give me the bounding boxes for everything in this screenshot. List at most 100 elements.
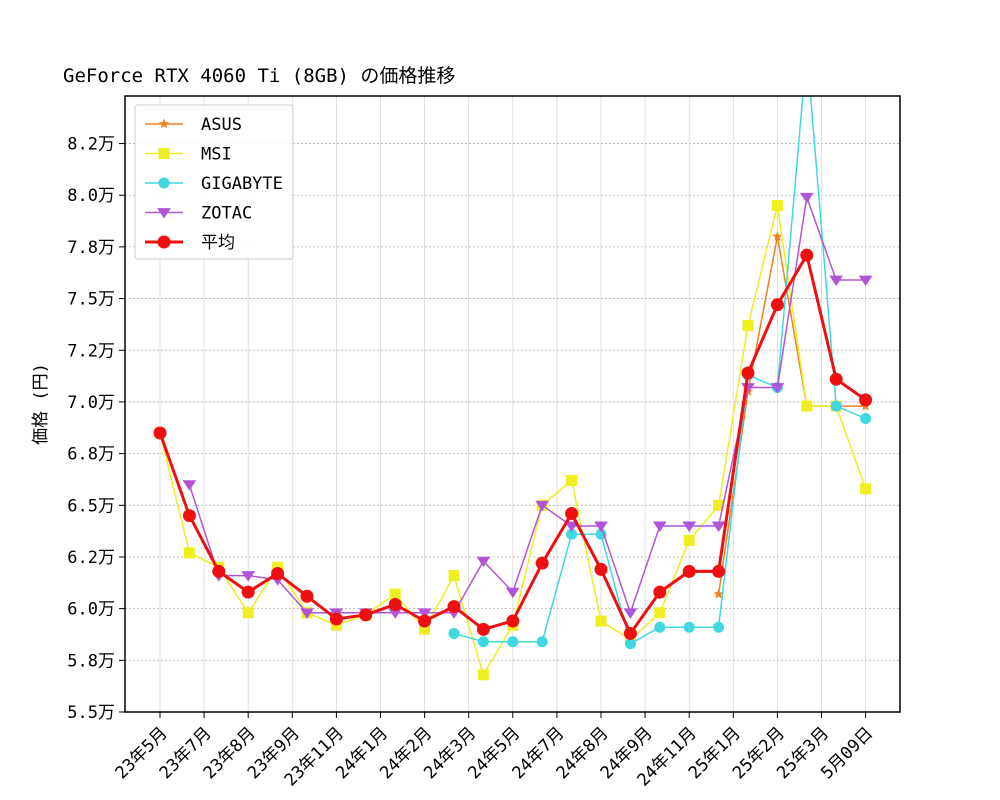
data-point <box>182 509 196 523</box>
y-tick-label: 8.0万 <box>67 186 115 206</box>
data-point <box>566 474 578 486</box>
data-point <box>595 615 607 627</box>
data-point <box>682 564 696 578</box>
data-point <box>623 608 638 619</box>
data-point <box>682 521 697 533</box>
data-point <box>418 614 432 628</box>
data-point <box>476 556 491 568</box>
y-tick-label: 5.8万 <box>67 651 115 671</box>
data-point <box>212 564 226 578</box>
data-point <box>859 393 873 407</box>
series-line <box>188 196 866 614</box>
data-point <box>388 608 403 619</box>
data-point <box>476 622 490 636</box>
data-point <box>417 608 432 619</box>
data-point <box>829 372 843 386</box>
y-tick-label: 7.8万 <box>67 238 115 258</box>
data-point <box>389 588 401 600</box>
data-point <box>712 564 726 578</box>
legend: ASUS MSI GIGABYTE ZOTAC 平均 <box>134 104 294 260</box>
y-tick-label: 6.5万 <box>67 496 115 516</box>
data-point <box>477 669 489 681</box>
legend-label: GIGABYTE <box>201 174 283 194</box>
y-tick-label: 7.5万 <box>67 290 115 310</box>
data-point <box>683 534 695 546</box>
data-point <box>624 638 636 650</box>
series-GIGABYTE <box>448 45 872 650</box>
data-point <box>858 275 873 287</box>
data-point <box>771 200 783 212</box>
legend-marker <box>157 208 171 219</box>
data-point <box>711 521 726 533</box>
legend-marker <box>158 148 170 159</box>
data-point <box>242 607 254 619</box>
data-point <box>830 400 842 412</box>
data-point <box>419 623 431 635</box>
y-axis-ticks: 5.5万 5.8万 6.0万 6.2万 6.5万 6.8万 7.0万 7.2万 7.5万 7.8万… <box>67 135 125 723</box>
data-point <box>742 319 754 331</box>
legend-marker <box>158 177 170 189</box>
data-point <box>713 499 725 511</box>
data-point <box>801 400 813 412</box>
data-point <box>566 528 578 540</box>
data-point <box>623 626 637 640</box>
data-point <box>300 589 314 603</box>
legend-entry: 平均 <box>145 233 235 253</box>
data-point <box>829 275 844 287</box>
legend-box <box>134 104 294 260</box>
data-point <box>713 621 725 633</box>
y-axis-label: 価格 (円) <box>31 363 51 445</box>
data-point <box>507 636 519 648</box>
legend-entry: ASUS <box>145 115 242 135</box>
data-point <box>506 614 520 628</box>
data-point <box>770 383 785 394</box>
data-point <box>800 248 814 262</box>
data-point <box>653 585 667 599</box>
data-point <box>182 480 197 491</box>
x-axis-ticks: 23年5月23年7月23年8月23年9月23年11月24年1月24年2月24年3… <box>112 712 877 791</box>
data-point <box>565 507 579 521</box>
series-平均 <box>153 248 873 640</box>
data-point <box>271 567 285 581</box>
legend-label: MSI <box>201 145 232 165</box>
y-tick-label: 6.2万 <box>67 548 115 568</box>
data-point <box>447 600 461 614</box>
data-point <box>801 45 812 56</box>
chart-title: GeForce RTX 4060 Ti (8GB) の価格推移 <box>63 65 455 87</box>
series-line <box>453 96 866 645</box>
series-lines <box>153 45 873 681</box>
data-point <box>652 521 667 533</box>
data-point <box>153 426 167 440</box>
y-tick-label: 6.8万 <box>67 445 115 465</box>
data-point <box>654 621 666 633</box>
legend-marker <box>158 118 170 129</box>
data-point <box>654 607 666 619</box>
data-point <box>799 192 814 204</box>
data-point <box>741 383 755 394</box>
data-point <box>860 412 872 424</box>
data-point <box>535 556 549 570</box>
y-tick-label: 5.5万 <box>67 703 115 723</box>
data-point <box>241 571 256 582</box>
y-tick-label: 7.2万 <box>67 341 115 361</box>
data-point <box>713 588 724 599</box>
data-point <box>741 366 755 380</box>
data-point <box>860 483 872 495</box>
data-point <box>388 598 402 612</box>
legend-entry: ZOTAC <box>145 204 252 224</box>
data-point <box>329 612 343 626</box>
data-point <box>772 231 783 241</box>
y-tick-label: 6.0万 <box>67 600 115 620</box>
legend-label: ASUS <box>201 115 242 135</box>
data-point <box>594 521 608 533</box>
legend-label: ZOTAC <box>201 204 252 224</box>
data-point <box>448 570 460 582</box>
data-point <box>477 636 489 648</box>
legend-entry: GIGABYTE <box>145 174 283 194</box>
data-point <box>359 608 373 622</box>
data-point <box>564 521 579 533</box>
data-point <box>300 608 314 619</box>
data-point <box>241 585 255 599</box>
data-point <box>594 562 608 576</box>
